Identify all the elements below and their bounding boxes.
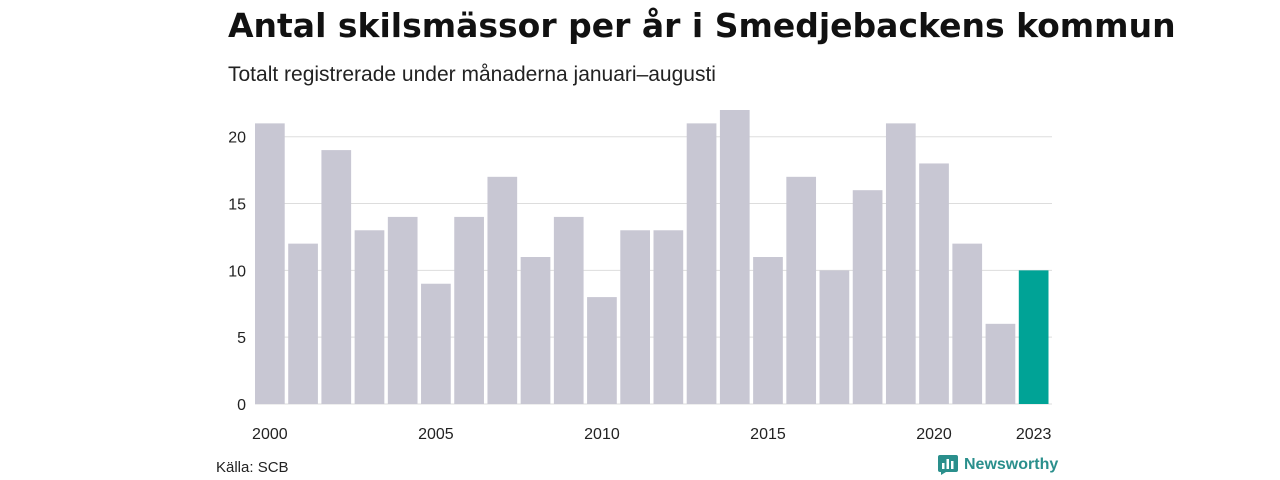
bar-2023 [1018,270,1049,404]
bar-2017 [819,270,850,404]
bar-2003 [354,230,385,404]
bar-2010 [587,297,617,404]
bar-2011 [620,230,650,404]
newsworthy-logo: Newsworthy [938,455,1058,475]
bar-2019 [885,123,916,404]
bar-2016 [786,176,817,404]
y-axis-ticks: 0 5 10 15 20 [228,130,246,414]
bar-2015 [753,257,783,404]
chart-subtitle: Totalt registrerade under månaderna janu… [228,63,716,86]
bars [255,110,1049,404]
bar-chart-icon [938,455,958,475]
x-axis-ticks: 2000 2005 2010 2015 2020 2023 [252,426,1051,443]
bar-2018 [852,190,883,404]
bar-2013 [686,123,717,404]
y-tick-label: 0 [237,397,246,414]
x-tick-label: 2000 [252,426,288,443]
y-tick-label: 15 [228,197,246,214]
bar-2012 [653,230,684,404]
bar-2022 [985,323,1016,404]
x-tick-label: 2005 [418,426,454,443]
y-tick-label: 20 [228,130,246,147]
bar-2001 [288,243,318,404]
bar-2005 [421,283,451,404]
y-tick-label: 10 [228,263,246,280]
x-tick-label: 2023 [1016,426,1052,443]
bar-2009 [553,216,584,404]
bar-2021 [952,243,983,404]
bar-2006 [454,216,484,404]
x-tick-label: 2015 [750,426,786,443]
y-tick-label: 5 [237,330,246,347]
x-tick-label: 2010 [584,426,620,443]
bar-2000 [255,123,285,404]
source-note: Källa: SCB [216,459,289,476]
bar-2020 [919,163,949,404]
x-tick-label: 2020 [916,426,952,443]
bar-2008 [520,257,551,404]
bar-2004 [387,216,418,404]
chart-title: Antal skilsmässor per år i Smedjebackens… [228,6,1176,45]
bar-2007 [487,176,518,404]
bar-2014 [719,110,750,404]
brand-name: Newsworthy [964,456,1059,473]
bar-2002 [321,150,352,404]
